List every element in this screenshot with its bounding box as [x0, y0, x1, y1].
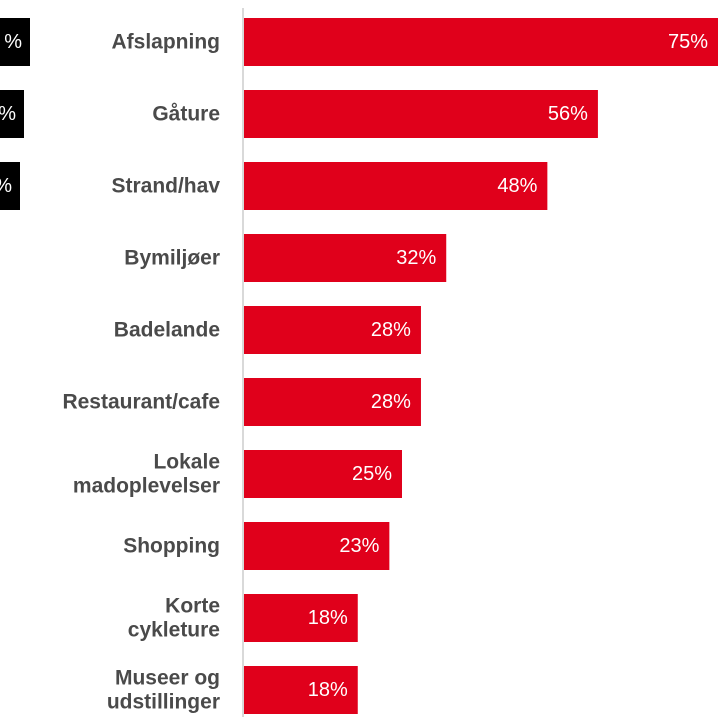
side-badges: %%% [0, 18, 30, 210]
bar-value-label: 28% [371, 319, 411, 341]
bar [244, 90, 598, 138]
side-badge [0, 18, 30, 66]
category-label: madoplevelser [73, 475, 220, 498]
category-label: Lokale [153, 451, 220, 474]
bar [244, 594, 358, 642]
bar-value-label: 25% [352, 463, 392, 485]
category-label: Strand/hav [111, 175, 220, 198]
bar-value-label: 18% [308, 607, 348, 629]
bar [244, 378, 421, 426]
category-labels-group: Afslapning Gåture Strand/hav Bymiljøer Badel… [62, 31, 220, 714]
category-label: Museer og [115, 667, 220, 690]
bar-value-label: 28% [371, 391, 411, 413]
bar-value-label: 56% [548, 103, 588, 125]
bar [244, 666, 358, 714]
bar [244, 162, 548, 210]
bar-value-label: 18% [308, 679, 348, 701]
bars-group: 75% 56% 48% 32% 28% 28% 25% 23% 18% 18% [244, 18, 718, 714]
bar-value-label: 23% [339, 535, 379, 557]
category-label: cykleture [128, 619, 220, 642]
bar-value-label: 75% [668, 31, 708, 53]
category-label: Bymiljøer [124, 247, 220, 270]
side-badge-text: % [4, 31, 22, 53]
side-badge-text: % [0, 103, 16, 125]
category-label: Badelande [114, 319, 220, 342]
category-label: Korte [165, 595, 220, 618]
side-badge [0, 162, 20, 210]
bar-value-label: 48% [497, 175, 537, 197]
category-label: Restaurant/cafe [62, 391, 220, 414]
category-label: Afslapning [112, 31, 221, 54]
category-label: Gåture [152, 103, 220, 126]
category-label: Shopping [123, 535, 220, 558]
bar [244, 306, 421, 354]
bar [244, 18, 718, 66]
bar-value-label: 32% [396, 247, 436, 269]
bar [244, 234, 447, 282]
bar [244, 450, 402, 498]
side-badge-text: % [0, 175, 12, 197]
side-badge [0, 90, 24, 138]
bar [244, 522, 390, 570]
category-label: udstillinger [107, 691, 220, 714]
